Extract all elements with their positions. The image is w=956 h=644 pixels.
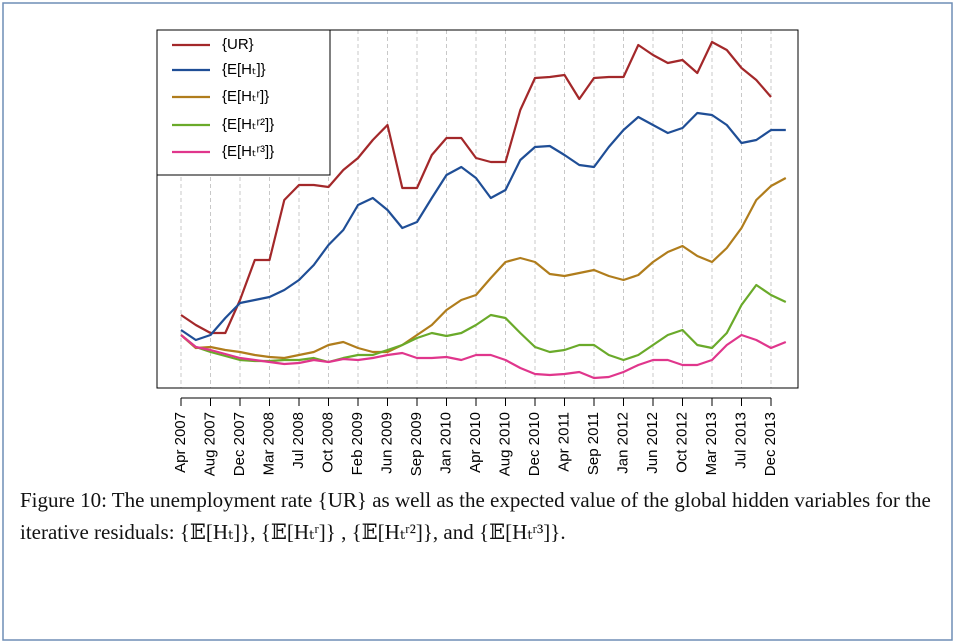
line-series <box>180 333 787 380</box>
plot-box <box>156 29 799 389</box>
x-tick-label: Jul 2013 <box>732 412 749 469</box>
x-tick-label: Sep 2009 <box>408 412 425 476</box>
x-tick-label: Sep 2011 <box>585 412 602 475</box>
x-tick-label: Apr 2010 <box>467 412 484 473</box>
x-tick-label: Apr 2011 <box>555 412 572 472</box>
line-series <box>180 40 772 335</box>
x-tick-label: Aug 2010 <box>496 412 513 476</box>
legend-box <box>156 29 331 176</box>
x-tick-label: Apr 2007 <box>172 412 189 473</box>
x-tick-label: Dec 2013 <box>762 412 779 476</box>
x-tick-label: Oct 2008 <box>319 412 336 473</box>
legend-label: {E[Hₜʳ²]} <box>222 116 274 133</box>
x-tick-label: Jun 2012 <box>644 412 661 474</box>
x-tick-label: Dec 2007 <box>231 412 248 476</box>
x-tick-label: Jan 2010 <box>437 412 454 474</box>
legend-label: {E[Hₜʳ]} <box>222 88 269 105</box>
legend-label: {E[Hₜʳ³]} <box>222 143 274 160</box>
caption: Figure 10: The unemployment rate {UR} as… <box>20 488 931 544</box>
legend: {UR} {E[Hₜ]} {E[Hₜʳ]} {E[Hₜʳ²]} {E[Hₜʳ³]} <box>156 29 331 176</box>
x-tick-label: Jun 2009 <box>378 412 395 474</box>
x-tick-label: Mar 2008 <box>260 412 277 475</box>
x-tick-label: Mar 2013 <box>703 412 720 475</box>
line-series <box>180 283 787 364</box>
x-tick-label: Jul 2008 <box>290 412 307 469</box>
legend-label: {E[Hₜ]} <box>222 61 266 78</box>
x-tick-label: Feb 2009 <box>349 412 366 475</box>
line-series <box>180 111 786 342</box>
x-tick-label: Oct 2012 <box>673 412 690 473</box>
line-series <box>180 177 787 360</box>
legend-label: {UR} <box>222 36 254 53</box>
x-tick-label: Jan 2012 <box>614 412 631 474</box>
x-tick-label: Dec 2010 <box>526 412 543 476</box>
x-tick-label: Aug 2007 <box>201 412 218 476</box>
